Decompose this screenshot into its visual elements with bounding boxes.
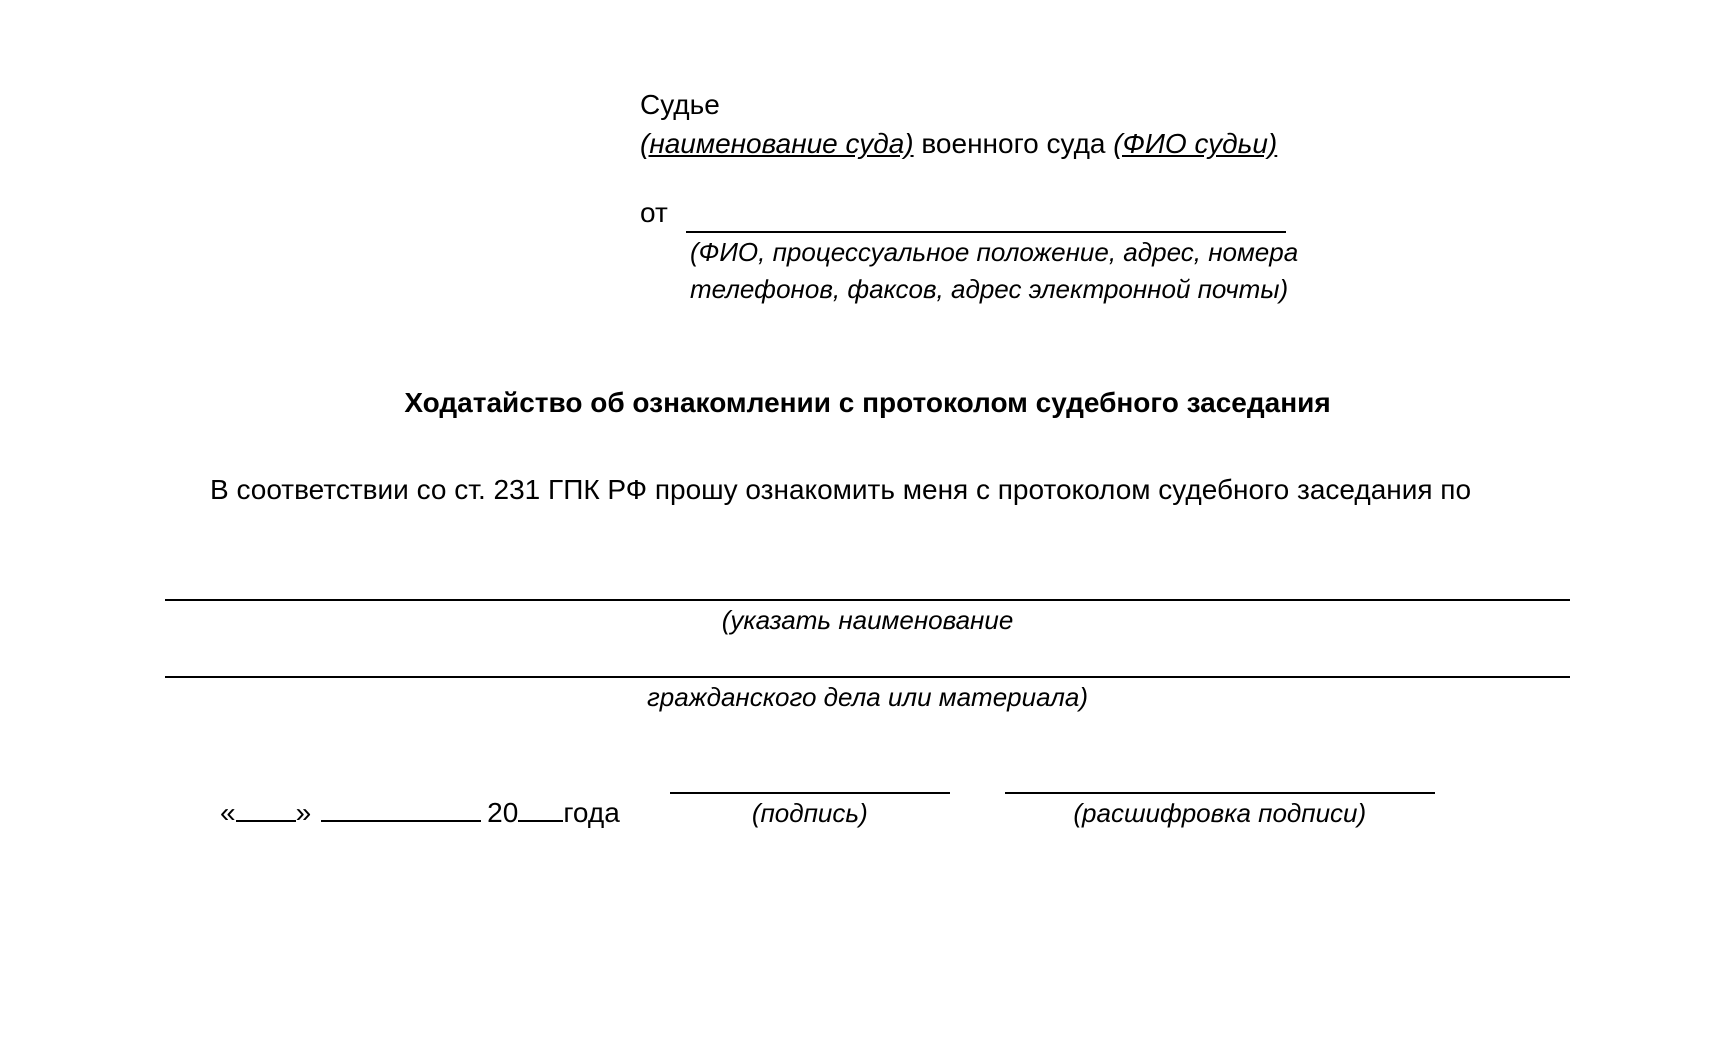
military-court-text: военного суда xyxy=(914,128,1114,159)
decipher-block: (расшифровка подписи) xyxy=(1005,763,1435,829)
case-name-blank-line-1[interactable] xyxy=(165,571,1570,601)
decipher-hint: (расшифровка подписи) xyxy=(1073,798,1366,829)
date-segment: « » 20 года xyxy=(220,791,620,829)
quote-close: » xyxy=(296,797,312,829)
court-name-placeholder: (наименование суда) xyxy=(640,128,914,159)
body-paragraph: В соответствии со ст. 231 ГПК РФ прошу о… xyxy=(165,469,1570,511)
date-signature-row: « » 20 года (подпись) (расшифровка подпи… xyxy=(165,763,1570,829)
day-blank[interactable] xyxy=(236,791,296,822)
month-blank[interactable] xyxy=(321,791,481,822)
signature-blank[interactable] xyxy=(670,763,950,794)
from-blank-line[interactable] xyxy=(686,199,1286,233)
document-title: Ходатайство об ознакомлении с протоколом… xyxy=(165,387,1570,419)
decipher-blank[interactable] xyxy=(1005,763,1435,794)
year-prefix: 20 xyxy=(487,797,518,829)
quote-open: « xyxy=(220,797,236,829)
judge-name-placeholder: (ФИО судьи) xyxy=(1113,128,1277,159)
from-hint-line-2: телефонов, факсов, адрес электронной поч… xyxy=(690,272,1570,307)
from-hint-line-1: (ФИО, процессуальное положение, адрес, н… xyxy=(690,235,1570,270)
case-name-blank-line-2[interactable] xyxy=(165,648,1570,678)
addressee-line-2: (наименование суда) военного суда (ФИО с… xyxy=(640,124,1570,163)
from-line: от xyxy=(640,193,1570,232)
from-label: от xyxy=(640,193,668,232)
addressee-line-1: Судье xyxy=(640,85,1570,124)
case-name-hint-2: гражданского дела или материала) xyxy=(165,682,1570,713)
signature-block: (подпись) xyxy=(670,763,950,829)
header-block: Судье (наименование суда) военного суда … xyxy=(640,85,1570,307)
case-name-hint-1: (указать наименование xyxy=(165,605,1570,636)
year-suffix: года xyxy=(563,797,619,829)
signature-hint: (подпись) xyxy=(752,798,868,829)
year-blank[interactable] xyxy=(518,791,563,822)
document-root: Судье (наименование суда) военного суда … xyxy=(0,0,1735,829)
